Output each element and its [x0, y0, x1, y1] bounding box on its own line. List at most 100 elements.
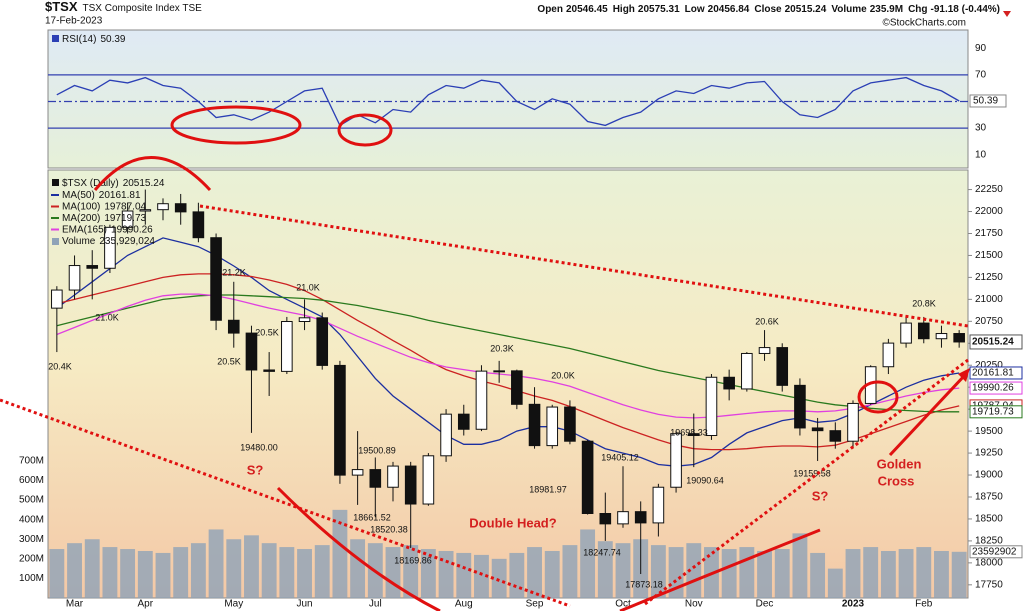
legend-value: 235,929,024 — [99, 236, 155, 247]
candle-body — [104, 226, 116, 269]
candle-body — [68, 265, 81, 291]
price-legend: $TSX (Daily) 20515.24 — [62, 178, 165, 189]
volume-bar — [261, 543, 277, 598]
volume-bar — [739, 547, 755, 598]
volume-bar — [916, 547, 932, 598]
volume-bar — [721, 549, 737, 598]
quote-value: 20456.84 — [708, 4, 750, 15]
legend-name: Volume — [62, 236, 96, 247]
price-label: 18661.52 — [353, 512, 391, 522]
volume-bar — [792, 533, 808, 598]
quote-label: Low — [685, 4, 705, 15]
volume-tick-label: 600M — [19, 475, 44, 486]
last-close-tag — [969, 334, 1023, 350]
index-name: TSX Composite Index TSE — [83, 3, 203, 14]
legend-entry: MA(200) 19719.73 — [62, 213, 147, 224]
price-label: 20.0K — [551, 370, 575, 380]
last-value-tag — [969, 381, 1023, 395]
candle-body — [316, 317, 329, 366]
legend-entry: RSI(14) 50.39 — [62, 34, 126, 45]
volume-tick-label: 200M — [19, 553, 44, 564]
legend-name: MA(200) — [62, 213, 100, 224]
volume-bar — [597, 541, 613, 598]
legend-entry: EMA(165) 19990.26 — [62, 224, 153, 235]
legend-name: RSI(14) — [62, 34, 96, 45]
last-value-label: 19990.26 — [972, 383, 1014, 394]
volume-bar — [456, 552, 472, 598]
y-tick-label: 18500 — [975, 514, 1003, 525]
volume-bar — [350, 539, 366, 598]
candle-body — [900, 322, 912, 344]
last-value-tag — [969, 405, 1023, 419]
volume-bar — [173, 547, 189, 598]
candle-body — [511, 370, 523, 405]
last-value-label: 19719.73 — [972, 406, 1014, 417]
candle-body — [652, 486, 665, 524]
y-tick-label: 19000 — [975, 470, 1003, 481]
annotation: Double Head? — [469, 515, 556, 530]
volume-bar — [934, 550, 949, 598]
volume-bar — [863, 547, 879, 598]
candle-body — [121, 210, 134, 228]
price-label: 17873.18 — [625, 579, 663, 589]
candle-body — [457, 413, 470, 430]
legend-value: 20515.24 — [123, 178, 165, 189]
price-label: 21.0K — [296, 282, 320, 292]
candle-body — [528, 403, 541, 447]
y-tick-label: 20750 — [975, 316, 1003, 327]
candle-body — [351, 469, 364, 476]
legend-swatch — [52, 35, 59, 42]
y-tick-label: 19250 — [975, 448, 1003, 459]
candle-body — [599, 513, 612, 525]
legend-value: 19719.73 — [104, 213, 146, 224]
header-title: $TSX TSX Composite Index TSE — [45, 0, 202, 14]
volume-bar — [102, 547, 118, 598]
candle-body — [634, 511, 647, 524]
y-tick-label: 18250 — [975, 536, 1003, 547]
candle-body — [581, 440, 594, 515]
volume-bar — [544, 550, 560, 598]
legend-value: 19990.26 — [111, 224, 153, 235]
candle-body — [86, 265, 99, 269]
volume-bar — [67, 543, 82, 598]
annotation: S? — [247, 462, 264, 477]
y-tick-label: 17750 — [975, 579, 1003, 590]
price-label: 18247.74 — [583, 547, 621, 557]
red-ellipse — [337, 113, 393, 147]
y-tick-label: 21500 — [975, 250, 1003, 261]
last-value-tag — [969, 94, 1007, 108]
volume-tick-label: 300M — [19, 534, 44, 545]
price-label: 19480.00 — [240, 442, 278, 452]
header-date: 17-Feb-2023 — [45, 16, 103, 27]
legend-swatch — [52, 179, 59, 186]
volume-bar — [880, 550, 896, 598]
x-tick-label: Jun — [296, 599, 312, 610]
x-tick-label: May — [224, 599, 243, 610]
price-label: 21.2K — [222, 267, 246, 277]
quote-label: Close — [754, 4, 782, 15]
volume-tick-label: 500M — [19, 495, 44, 506]
quote-label: Volume — [831, 4, 867, 15]
candle-body — [811, 427, 824, 432]
candle-body — [493, 370, 505, 373]
price-label: 18981.97 — [529, 484, 567, 494]
y-tick-label: 22250 — [975, 184, 1003, 195]
price-label: 19698.33 — [670, 427, 708, 437]
y-tick-label: 21250 — [975, 272, 1003, 283]
candle-body — [245, 332, 258, 371]
y-tick-label: 22000 — [975, 206, 1003, 217]
annotation: Cross — [878, 473, 915, 488]
price-label: 19405.12 — [601, 452, 639, 462]
x-tick-label: Mar — [66, 599, 84, 610]
plot-layer: 1030507090RSI(14)50.3950.391775018000182… — [19, 34, 1023, 610]
trend-line — [0, 398, 571, 608]
volume-bar — [474, 554, 489, 598]
volume-bar — [438, 550, 454, 598]
rsi-panel — [47, 29, 969, 169]
hand-drawn-markup — [0, 105, 970, 613]
y-tick-label: 18000 — [975, 558, 1003, 569]
candle-body — [741, 352, 753, 390]
x-tick-label: Sep — [526, 599, 544, 610]
volume-tag-label: 23592902 — [972, 546, 1017, 557]
